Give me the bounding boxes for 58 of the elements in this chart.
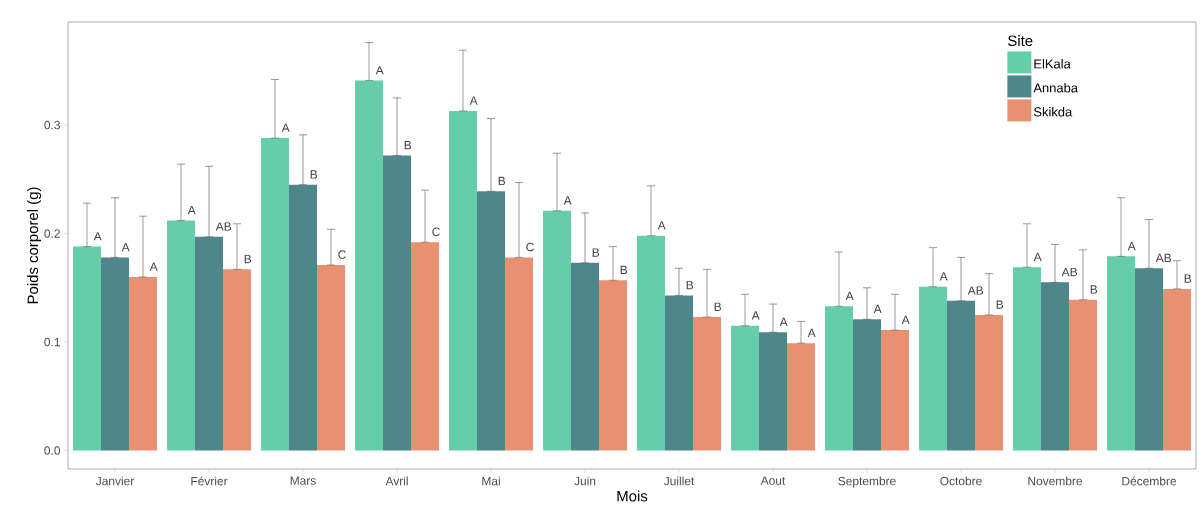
data-label: B [1090,285,1098,294]
data-label: A [751,311,760,320]
data-label: AB [215,222,232,231]
x-tick-label: Avril [385,476,408,486]
data-label: B [1184,274,1192,283]
data-label: AB [1061,267,1078,277]
data-label: A [873,304,882,314]
data-label: A [93,232,102,241]
legend-label: Skikda [1033,106,1073,117]
x-tick-label: Mai [482,476,500,486]
data-label: C [432,227,440,237]
data-label: A [1127,241,1136,251]
data-label: A [901,315,910,324]
legend-title: Site [1008,35,1033,47]
data-label: A [807,328,816,337]
y-tick-label: 0.0 [44,446,61,455]
x-axis-title: Mois [617,490,648,502]
data-label: A [469,96,478,105]
y-axis-title: Poids corporel (g) [27,187,42,304]
data-label: A [187,206,196,215]
x-tick-label: Juillet [663,476,695,486]
x-tick-label: Mars [290,476,316,485]
data-label: B [404,141,412,150]
data-label: B [714,302,722,311]
y-tick-label: 0.1 [44,337,60,347]
y-tick-label: 0.2 [44,229,60,238]
data-label: A [939,272,948,281]
data-label: AB [967,286,984,295]
data-label: C [526,242,534,252]
data-label: B [592,248,600,257]
data-label: B [244,254,252,264]
data-label: A [563,196,572,205]
data-label: B [310,170,318,179]
data-label: C [338,250,346,259]
data-label: A [281,123,290,132]
data-label: A [845,291,854,301]
x-tick-label: Octobre [940,476,982,486]
y-tick-label: 0.3 [44,120,60,130]
x-tick-label: Décembre [1122,476,1177,486]
data-label: A [121,243,130,252]
data-label: A [1033,252,1042,261]
x-tick-label: Juin [574,476,596,486]
data-label: B [498,176,506,186]
data-label: A [375,66,384,75]
data-label: B [620,265,628,274]
data-label: B [686,280,694,290]
data-label: A [657,221,666,230]
x-tick-label: Novembre [1028,476,1083,486]
data-label: AB [1155,253,1172,263]
legend-label: ElKala [1034,58,1071,69]
x-tick-label: Aout [760,476,786,485]
data-label: A [149,262,158,271]
x-tick-label: Janvier [95,476,135,486]
x-tick-label: Septembre [838,476,896,488]
data-label: B [996,300,1004,309]
data-label: A [779,317,788,327]
x-tick-label: Février [191,476,228,486]
legend-label: Annaba [1033,82,1078,93]
